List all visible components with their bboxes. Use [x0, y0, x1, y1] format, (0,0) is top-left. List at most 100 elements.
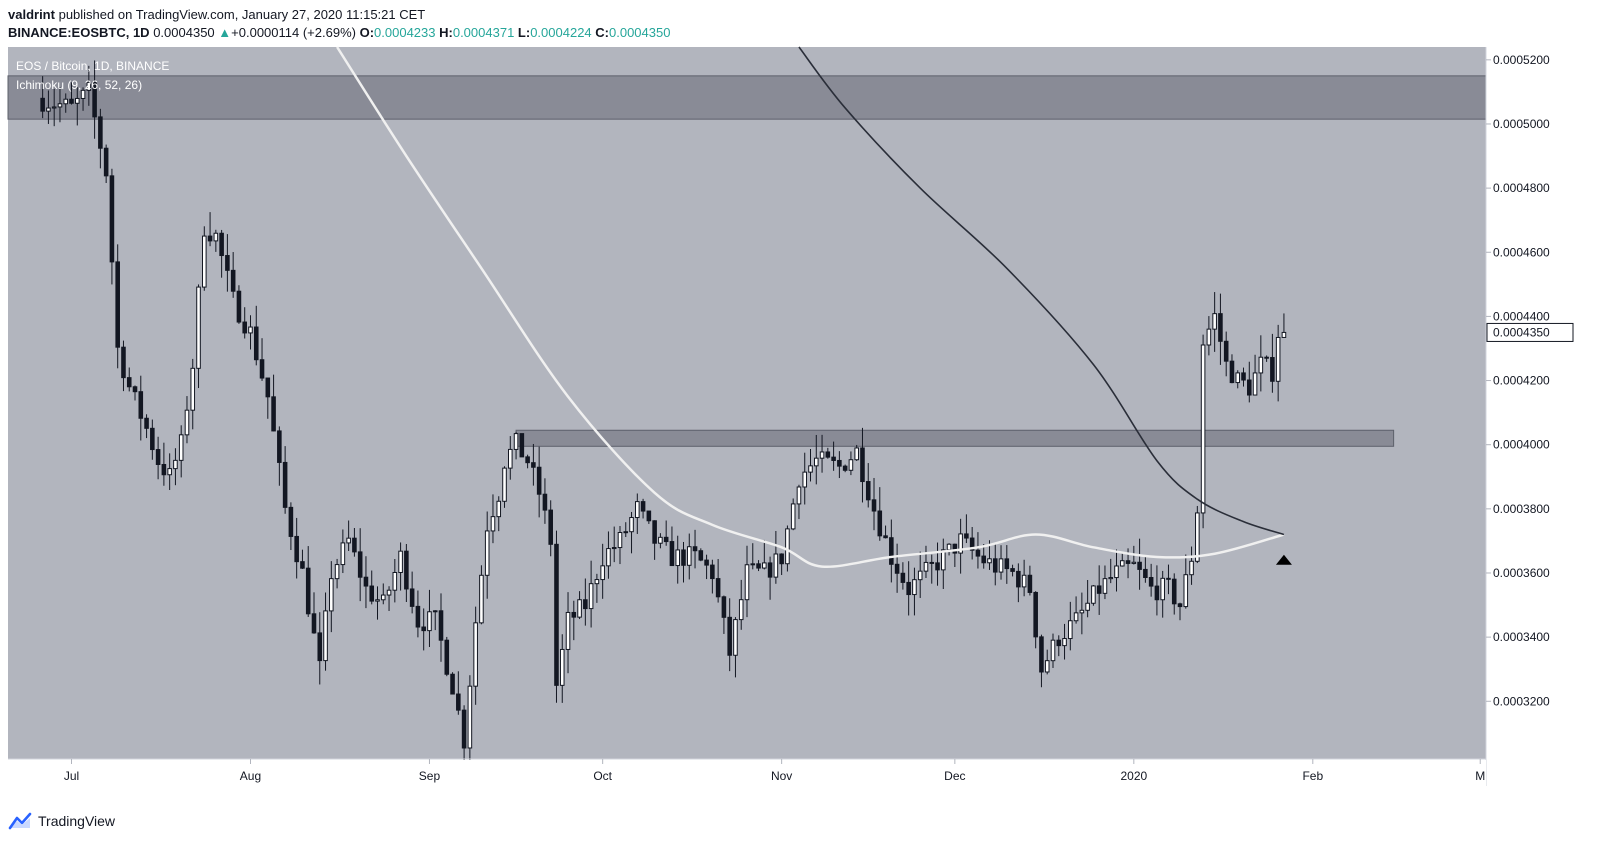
- tradingview-brand[interactable]: TradingView: [38, 813, 116, 829]
- candle-2020-01-12: [1195, 512, 1200, 562]
- candle-2019-11-02: [785, 528, 790, 565]
- high-value: 0.0004371: [452, 25, 515, 40]
- candle-2019-12-22: [1073, 612, 1079, 622]
- candle-2019-07-23: [196, 286, 201, 369]
- candle-2019-10-07: [635, 501, 640, 519]
- fast-moving-average-line: [336, 46, 1285, 569]
- y-tick-label: 0.0003600: [1493, 566, 1550, 580]
- candle-2019-10-18: [698, 550, 704, 561]
- candle-2019-11-19: [883, 535, 888, 539]
- candle-2019-11-06: [808, 465, 813, 473]
- candle-2019-10-29: [762, 562, 767, 569]
- candle-2019-09-02: [432, 610, 438, 613]
- candle-2019-07-10: [121, 346, 126, 379]
- candle-2019-10-25: [738, 599, 744, 621]
- candle-2019-11-15: [860, 447, 865, 483]
- candle-2019-08-03: [259, 359, 265, 379]
- y-tick-label: 0.0005200: [1493, 53, 1550, 67]
- candle-2020-01-09: [1177, 603, 1183, 608]
- candle-2019-09-29: [588, 583, 594, 610]
- candle-2019-07-05: [92, 81, 97, 118]
- candle-2019-12-08: [992, 558, 998, 573]
- candle-2019-11-23: [906, 581, 911, 596]
- footer: TradingView: [8, 812, 115, 830]
- y-tick-label: 0.0003800: [1493, 502, 1550, 516]
- candle-2019-11-07: [813, 457, 819, 467]
- candle-2019-08-23: [375, 599, 380, 602]
- x-tick-label: Aug: [240, 769, 261, 783]
- candle-2019-08-24: [380, 594, 386, 601]
- candle-2019-10-03: [611, 547, 617, 550]
- candle-2019-09-12: [490, 516, 496, 532]
- candle-2019-11-25: [917, 570, 923, 581]
- last-price-value: 0.0004350: [153, 25, 215, 40]
- candle-2019-08-29: [409, 588, 415, 607]
- candle-2019-09-18: [525, 456, 530, 464]
- candle-2019-11-16: [865, 481, 871, 501]
- candle-2019-07-30: [236, 290, 242, 323]
- candle-2020-01-01: [1131, 561, 1137, 564]
- x-tick-label: Sep: [419, 769, 441, 783]
- candle-2019-08-07: [282, 461, 288, 508]
- candle-2019-08-05: [271, 396, 276, 432]
- candle-2019-07-27: [219, 232, 224, 257]
- candle-2020-01-04: [1148, 576, 1154, 587]
- candle-2019-09-21: [542, 493, 548, 511]
- candle-2019-07-22: [190, 367, 196, 411]
- candle-2019-12-12: [1016, 570, 1021, 588]
- candle-2019-07-25: [207, 235, 213, 242]
- candle-2019-10-31: [773, 553, 779, 578]
- candle-2019-10-21: [715, 578, 721, 598]
- candle-2019-07-04: [86, 81, 92, 91]
- candle-2019-09-15: [507, 448, 513, 469]
- y-tick-label: 0.0005000: [1493, 117, 1550, 131]
- x-tick-label: Feb: [1302, 769, 1323, 783]
- plot-area[interactable]: [8, 47, 1486, 759]
- author-name[interactable]: valdrint: [8, 7, 55, 22]
- candle-2019-11-14: [854, 447, 859, 461]
- candle-2020-01-21: [1246, 379, 1252, 396]
- candle-2019-09-09: [473, 622, 478, 687]
- candle-2019-08-18: [346, 537, 351, 544]
- candle-2019-09-25: [565, 611, 571, 650]
- candle-2019-12-15: [1033, 591, 1038, 638]
- candle-2019-10-30: [767, 562, 773, 578]
- candle-2019-12-20: [1062, 638, 1067, 647]
- candle-2019-08-02: [253, 326, 259, 361]
- last-price-label: 0.0004350: [1493, 325, 1550, 339]
- candle-2019-09-08: [467, 685, 473, 749]
- candle-2019-11-09: [825, 451, 831, 458]
- candle-2019-09-07: [461, 709, 467, 749]
- candle-2019-12-10: [1004, 558, 1010, 570]
- candle-2019-12-31: [1125, 560, 1131, 564]
- candle-2019-08-11: [305, 567, 311, 615]
- candle-2019-07-08: [109, 175, 115, 263]
- candle-2019-12-11: [1010, 568, 1015, 572]
- candle-2019-08-12: [311, 613, 317, 634]
- candle-2019-12-24: [1085, 602, 1090, 611]
- candle-2019-09-13: [496, 500, 502, 518]
- tradingview-logo-icon[interactable]: [8, 812, 34, 830]
- x-tick-label: M: [1475, 769, 1485, 783]
- support-zone: [515, 429, 1395, 447]
- candle-2019-10-06: [629, 517, 634, 533]
- published-text: published on TradingView.com, January 27…: [58, 7, 426, 22]
- candle-2019-08-04: [265, 377, 271, 398]
- candle-2019-11-03: [790, 503, 796, 530]
- candle-2019-11-27: [929, 561, 935, 564]
- close-label: C:: [595, 25, 609, 40]
- candle-2019-11-10: [831, 456, 836, 461]
- candle-2019-08-28: [404, 550, 409, 590]
- candle-2019-10-05: [623, 531, 629, 534]
- candle-2019-08-10: [300, 561, 305, 569]
- time-axis[interactable]: [8, 760, 1486, 786]
- candle-2019-07-01: [69, 98, 74, 104]
- candle-2019-10-02: [606, 548, 611, 567]
- candle-2019-11-18: [877, 510, 883, 537]
- candle-2019-08-17: [340, 542, 346, 566]
- candle-2019-12-03: [964, 533, 969, 539]
- candle-2019-10-01: [600, 565, 605, 581]
- candle-2019-07-09: [115, 261, 120, 348]
- candle-2019-12-25: [1091, 585, 1096, 604]
